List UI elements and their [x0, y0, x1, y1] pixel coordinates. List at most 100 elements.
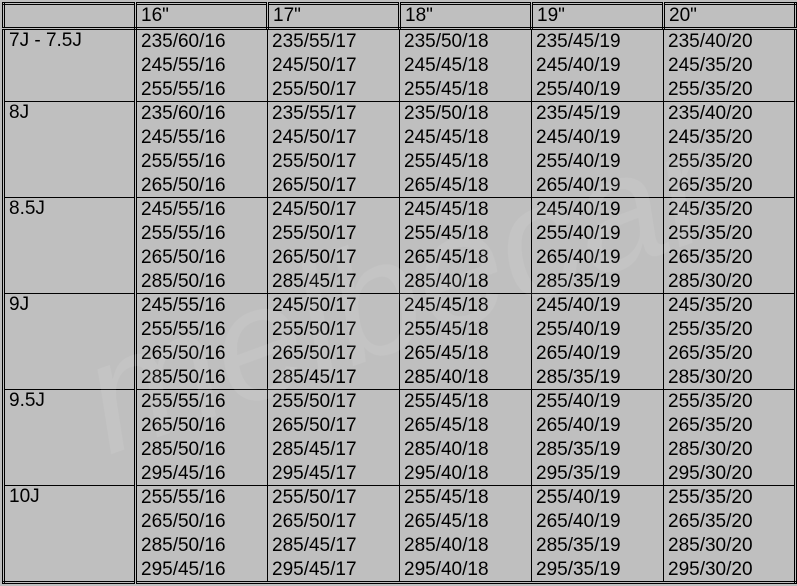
cell-value: 255/50/17 [272, 78, 395, 102]
cell-value: 295/45/17 [272, 462, 395, 486]
cell-value: 295/30/20 [668, 558, 790, 582]
cell-value: 285/50/16 [141, 534, 263, 558]
cell-value: 255/35/20 [668, 318, 790, 342]
cell-value: 285/45/17 [272, 270, 395, 294]
cell-value: 245/40/19 [536, 294, 659, 318]
cell-value: 265/45/18 [404, 510, 527, 534]
cell-value: 265/50/17 [272, 414, 395, 438]
cell-value: 255/40/19 [536, 486, 659, 510]
cell-value: 245/50/17 [272, 198, 395, 222]
cell-value: 245/55/16 [141, 126, 263, 150]
cell-value: 245/35/20 [668, 126, 790, 150]
cell-value: 255/45/18 [404, 222, 527, 246]
table-cell: 255/40/19265/40/19285/35/19295/35/19 [532, 486, 664, 583]
cell-value: 255/55/16 [141, 150, 263, 174]
cell-value: 255/55/16 [141, 222, 263, 246]
table-cell: 235/50/18245/45/18255/45/18265/45/18 [400, 102, 532, 198]
cell-value: 245/35/20 [668, 198, 790, 222]
table-cell: 255/40/19265/40/19285/35/19295/35/19 [532, 390, 664, 486]
cell-value: 245/40/19 [536, 198, 659, 222]
table-cell: 255/45/18265/45/18285/40/18295/40/18 [400, 486, 532, 583]
cell-value: 245/50/17 [272, 54, 395, 78]
cell-value: 255/35/20 [668, 150, 790, 174]
header-row: 16" 17" 18" 19" 20" [4, 4, 796, 29]
cell-value: 255/55/16 [141, 318, 263, 342]
cell-value: 285/30/20 [668, 534, 790, 558]
row-label: 9J [4, 294, 136, 390]
cell-value: 285/30/20 [668, 366, 790, 390]
cell-value: 255/40/19 [536, 78, 659, 102]
table-cell: 235/55/17245/50/17255/50/17265/50/17 [268, 102, 400, 198]
cell-value: 265/50/17 [272, 246, 395, 270]
cell-value: 285/45/17 [272, 366, 395, 390]
cell-value: 255/35/20 [668, 390, 790, 414]
tire-size-table: 16" 17" 18" 19" 20" 7J - 7.5J235/60/1624… [2, 2, 797, 584]
cell-value: 265/40/19 [536, 510, 659, 534]
cell-value: 265/50/16 [141, 174, 263, 198]
row-label: 10J [4, 486, 136, 583]
cell-value: 255/50/17 [272, 390, 395, 414]
table-cell: 235/45/19245/40/19255/40/19 [532, 29, 664, 102]
cell-value: 245/35/20 [668, 54, 790, 78]
table-cell: 255/55/16265/50/16285/50/16295/45/16 [136, 390, 268, 486]
cell-value: 265/50/17 [272, 174, 395, 198]
cell-value: 285/35/19 [536, 438, 659, 462]
cell-value: 285/50/16 [141, 270, 263, 294]
cell-value: 245/50/17 [272, 294, 395, 318]
cell-value: 285/35/19 [536, 270, 659, 294]
table-cell: 245/35/20255/35/20265/35/20285/30/20 [664, 198, 796, 294]
table-cell: 245/45/18255/45/18265/45/18285/40/18 [400, 294, 532, 390]
cell-value: 255/35/20 [668, 222, 790, 246]
table-cell: 245/40/19255/40/19265/40/19285/35/19 [532, 294, 664, 390]
cell-value: 265/50/16 [141, 510, 263, 534]
header-16: 16" [136, 4, 268, 29]
cell-value: 245/50/17 [272, 126, 395, 150]
cell-value: 285/40/18 [404, 534, 527, 558]
row-label: 9.5J [4, 390, 136, 486]
cell-value: 255/35/20 [668, 486, 790, 510]
cell-value: 255/45/18 [404, 150, 527, 174]
header-17: 17" [268, 4, 400, 29]
table-row: 8J235/60/16245/55/16255/55/16265/50/1623… [4, 102, 796, 198]
cell-value: 235/45/19 [536, 30, 659, 54]
cell-value: 295/45/17 [272, 558, 395, 582]
cell-value: 285/35/19 [536, 366, 659, 390]
cell-value: 235/60/16 [141, 30, 263, 54]
table-cell: 245/50/17255/50/17265/50/17285/45/17 [268, 294, 400, 390]
cell-value: 265/40/19 [536, 246, 659, 270]
cell-value: 265/50/16 [141, 246, 263, 270]
cell-value: 285/40/18 [404, 438, 527, 462]
cell-value: 255/50/17 [272, 318, 395, 342]
cell-value: 265/50/17 [272, 342, 395, 366]
cell-value: 265/35/20 [668, 174, 790, 198]
cell-value: 245/55/16 [141, 294, 263, 318]
cell-value: 235/50/18 [404, 30, 527, 54]
header-20: 20" [664, 4, 796, 29]
cell-value: 255/55/16 [141, 486, 263, 510]
cell-value: 235/55/17 [272, 30, 395, 54]
cell-value: 265/45/18 [404, 414, 527, 438]
cell-value: 235/45/19 [536, 102, 659, 126]
cell-value: 285/35/19 [536, 534, 659, 558]
table-row: 9J245/55/16255/55/16265/50/16285/50/1624… [4, 294, 796, 390]
table-cell: 255/35/20265/35/20285/30/20295/30/20 [664, 390, 796, 486]
cell-value: 265/50/16 [141, 414, 263, 438]
cell-value: 255/35/20 [668, 78, 790, 102]
cell-value: 265/35/20 [668, 414, 790, 438]
table-cell: 245/40/19255/40/19265/40/19285/35/19 [532, 198, 664, 294]
table-cell: 235/55/17245/50/17255/50/17 [268, 29, 400, 102]
cell-value: 245/45/18 [404, 126, 527, 150]
cell-value: 285/40/18 [404, 270, 527, 294]
cell-value: 295/40/18 [404, 462, 527, 486]
table-cell: 255/50/17265/50/17285/45/17295/45/17 [268, 486, 400, 583]
table-cell: 235/45/19245/40/19255/40/19265/40/19 [532, 102, 664, 198]
cell-value: 285/50/16 [141, 438, 263, 462]
cell-value: 245/35/20 [668, 294, 790, 318]
cell-value: 285/30/20 [668, 270, 790, 294]
table-cell: 245/35/20255/35/20265/35/20285/30/20 [664, 294, 796, 390]
cell-value: 255/45/18 [404, 318, 527, 342]
table-cell: 255/55/16265/50/16285/50/16295/45/16 [136, 486, 268, 583]
cell-value: 265/45/18 [404, 246, 527, 270]
row-label: 8J [4, 102, 136, 198]
cell-value: 245/40/19 [536, 54, 659, 78]
